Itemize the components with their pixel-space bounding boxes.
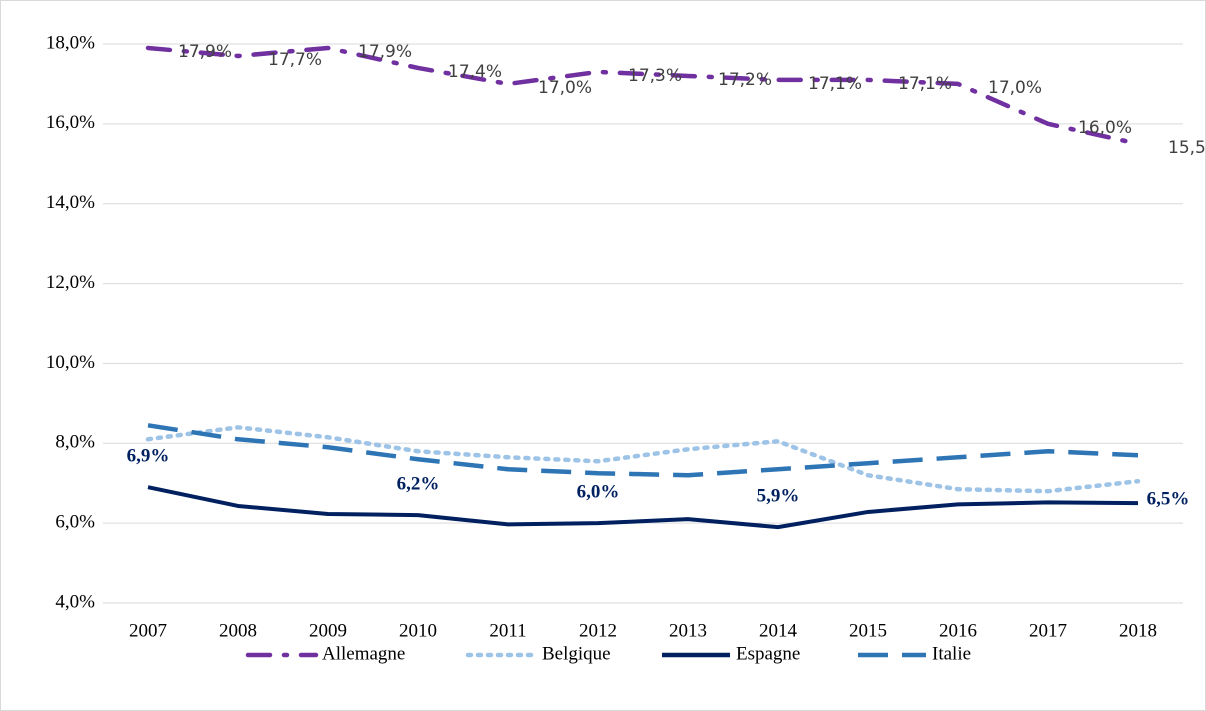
series-line xyxy=(147,423,1139,478)
x-tick-label: 2013 xyxy=(669,620,707,641)
y-tick-label: 18,0% xyxy=(46,32,95,53)
y-tick-label: 10,0% xyxy=(46,352,95,373)
y-tick-label: 14,0% xyxy=(46,192,95,213)
x-tick-label: 2018 xyxy=(1119,620,1157,641)
y-tick-label: 8,0% xyxy=(55,432,95,453)
y-tick-label: 12,0% xyxy=(46,272,95,293)
x-tick-label: 2009 xyxy=(309,620,347,641)
legend-label: Belgique xyxy=(542,643,611,664)
data-label: 6,0% xyxy=(577,482,620,503)
data-label: 5,9% xyxy=(757,485,800,506)
x-tick-label: 2011 xyxy=(489,620,526,641)
data-label: 17,4% xyxy=(448,62,502,82)
data-label: 17,1% xyxy=(898,74,952,94)
x-tick-label: 2010 xyxy=(399,620,437,641)
data-label: 6,9% xyxy=(127,446,170,467)
data-label: 6,5% xyxy=(1147,489,1190,510)
y-tick-label: 6,0% xyxy=(55,512,95,533)
data-label: 17,0% xyxy=(538,78,592,98)
data-label: 15,5% xyxy=(1168,138,1206,158)
series-line xyxy=(147,485,1139,530)
data-label: 17,1% xyxy=(808,74,862,94)
series-line xyxy=(145,45,1141,147)
legend-label: Espagne xyxy=(736,643,800,664)
legend-label: Italie xyxy=(932,643,971,664)
x-tick-label: 2016 xyxy=(939,620,977,641)
data-label: 17,9% xyxy=(178,42,232,62)
x-tick-label: 2007 xyxy=(129,620,167,641)
data-label: 6,2% xyxy=(397,474,440,495)
data-label: 16,0% xyxy=(1078,118,1132,138)
y-tick-label: 4,0% xyxy=(55,591,95,612)
x-tick-label: 2017 xyxy=(1029,620,1067,641)
legend-label: Allemagne xyxy=(322,643,405,664)
x-tick-label: 2008 xyxy=(219,620,257,641)
series-line xyxy=(145,425,1141,494)
x-tick-label: 2015 xyxy=(849,620,887,641)
data-label: 17,7% xyxy=(268,50,322,70)
data-label: 17,2% xyxy=(718,70,772,90)
x-tick-label: 2012 xyxy=(579,620,617,641)
data-label: 17,9% xyxy=(358,42,412,62)
y-tick-label: 16,0% xyxy=(46,112,95,133)
data-label: 17,3% xyxy=(628,66,682,86)
data-label: 17,0% xyxy=(988,78,1042,98)
x-tick-label: 2014 xyxy=(759,620,798,641)
